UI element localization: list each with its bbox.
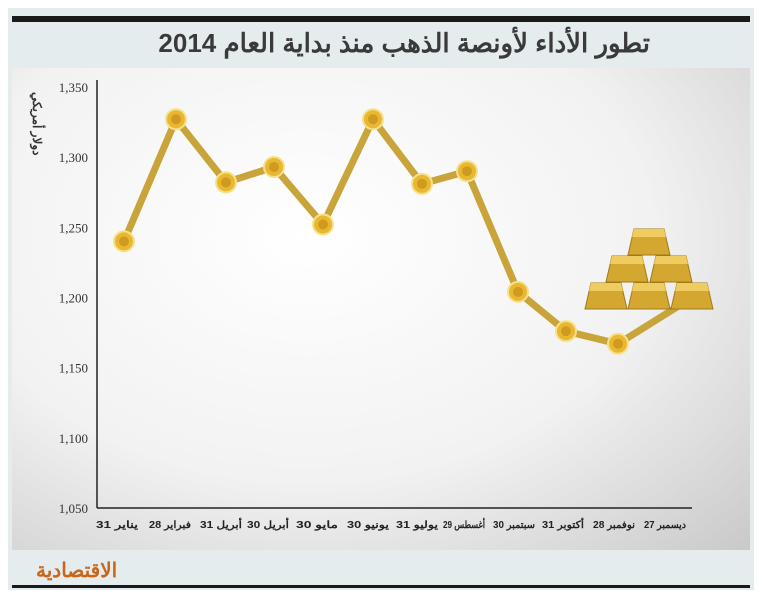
data-point-center (417, 178, 427, 189)
data-point-center (368, 114, 378, 125)
data-point-center (613, 338, 623, 349)
x-tick-label: 30 سبتمبر (493, 520, 535, 531)
y-tick-label: 1,300 (59, 150, 88, 165)
x-tick-label: 29 أغسطس (443, 518, 485, 531)
gold-bars-icon (584, 228, 714, 310)
gold-bar-top (632, 283, 666, 291)
gold-bar-top (589, 283, 623, 291)
top-divider (12, 16, 750, 22)
data-point-center (513, 286, 523, 297)
x-tick-label: 30 يونيو (347, 520, 389, 531)
x-tick-label: 31 يناير (96, 520, 138, 531)
y-tick-label: 1,250 (59, 220, 88, 235)
y-tick-label: 1,200 (59, 291, 88, 306)
logo: الاقتصادية (36, 560, 118, 582)
bottom-divider (12, 585, 750, 588)
data-point-center (269, 161, 279, 172)
data-point-center (119, 236, 129, 247)
data-point-center (462, 166, 472, 177)
gold-bar-top (675, 283, 709, 291)
x-tick-label: 31 أكتوبر (542, 518, 584, 531)
x-tick-label: 28 نوفمبر (593, 520, 635, 531)
data-point-center (561, 326, 571, 337)
data-point-center (318, 219, 328, 230)
gold-bar-top (632, 229, 666, 237)
x-tick-label: 30 مايو (296, 520, 338, 531)
chart-title: تطور الأداء لأونصة الذهب منذ بداية العام… (158, 28, 650, 58)
data-point-center (171, 114, 181, 125)
x-tick-label: 27 ديسمبر (644, 520, 687, 531)
x-tick-label: 31 يوليو (396, 520, 438, 531)
y-tick-label: 1,100 (59, 431, 88, 446)
y-tick-label: 1,150 (59, 361, 88, 376)
x-tick-label: 31 أبريل (200, 518, 242, 531)
x-tick-label: 28 فبراير (149, 520, 191, 531)
data-point-center (221, 177, 231, 188)
gold-bar-top (610, 256, 644, 264)
y-tick-label: 1,050 (59, 501, 88, 516)
series-line (120, 115, 692, 348)
x-tick-label: 30 أبريل (247, 518, 289, 531)
y-tick-label: 1,350 (59, 80, 88, 95)
gold-bar-top (654, 256, 688, 264)
